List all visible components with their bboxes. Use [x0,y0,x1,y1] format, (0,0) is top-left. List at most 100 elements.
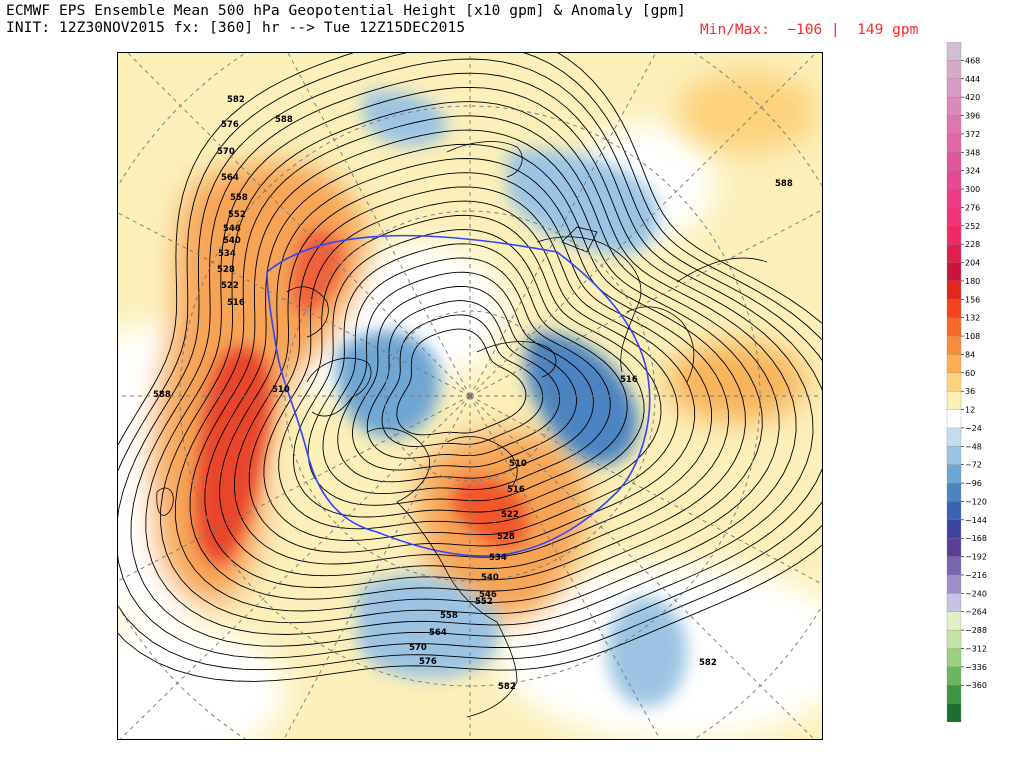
colorbar-swatch [946,391,962,411]
colorbar-label: −48 [965,442,982,451]
colorbar-swatch [946,317,962,337]
min-max-label: Min/Max: [700,22,770,38]
height-contour [174,115,780,612]
colorbar-label: 468 [965,56,980,65]
height-contour [352,285,577,471]
colorbar-swatch [946,538,962,558]
contour-label: 582 [699,658,717,668]
contour-label: 522 [221,281,239,291]
colorbar-swatch [946,482,962,502]
contour-label: 546 [479,590,497,600]
contour-label: 516 [620,375,638,385]
height-contour [189,129,763,600]
colorbar-label: −72 [965,461,982,470]
map-frame-border [117,52,823,740]
colorbar-swatch [946,372,962,392]
colorbar-swatch [946,519,962,539]
contour-label: 522 [501,510,519,520]
colorbar-label: 156 [965,295,980,304]
colorbar-swatch [946,133,962,153]
colorbar-label: 36 [965,387,975,396]
contour-label: 576 [221,120,239,130]
colorbar-swatch [946,170,962,190]
colorbar-label: 228 [965,240,980,249]
colorbar-swatch [946,611,962,631]
colorbar-label: 444 [965,75,980,84]
contour-label: 516 [507,485,525,495]
colorbar-swatch [946,464,962,484]
height-contour [117,52,823,671]
colorbar-swatch [946,666,962,686]
min-value: −106 [787,22,823,38]
colorbar-swatch [946,60,962,80]
colorbar-label: 276 [965,203,980,212]
contour-label: 564 [429,628,447,638]
height-contour [219,158,729,577]
colorbar-label: −336 [965,663,987,672]
colorbar-swatch [946,188,962,208]
colorbar-swatch [946,78,962,98]
colorbar-label: 420 [965,93,980,102]
polar-stereographic-map: 5825765705645585525465405345285225165105… [117,52,823,740]
colorbar-label: −192 [965,553,987,562]
contour-label: 588 [775,179,793,189]
contour-label: 558 [230,193,248,203]
colorbar-label: 324 [965,167,980,176]
height-contour [233,172,713,565]
colorbar-label: 372 [965,130,980,139]
height-contour [337,271,594,483]
contour-label: 564 [221,173,239,183]
colorbar-swatch [946,152,962,172]
contour-labels: 5825765705645585525465405345285225165105… [153,95,793,692]
colorbar-label: −288 [965,626,987,635]
colorbar-swatch [946,556,962,576]
colorbar-swatch [946,225,962,245]
title-line-1: ECMWF EPS Ensemble Mean 500 hPa Geopoten… [6,3,686,19]
max-value: 149 [857,22,884,38]
colorbar-label: −360 [965,681,987,690]
contour-label: 540 [481,573,499,583]
height-contour [307,243,628,506]
colorbar-label: 132 [965,314,980,323]
colorbar-swatch [946,244,962,263]
colorbar-swatch [946,446,962,466]
height-contour [130,72,823,647]
colorbar-swatch [946,280,962,300]
anomaly-shading [117,72,823,740]
height-contour [396,328,527,436]
contour-label: 510 [272,385,290,395]
colorbar-label: 204 [965,259,980,268]
contour-label: 528 [217,265,235,275]
contour-label: 516 [227,298,245,308]
colorbar-swatch [946,207,962,227]
anomaly-colorbar: 468 444 420 396 372 348 324 300 276 252 228 204 180 1… [946,42,987,722]
contour-label: 582 [227,95,245,105]
height-contour [263,200,679,541]
colorbar-swatch [946,409,962,429]
colorbar-labels: 468 444 420 396 372 348 324 300 276 252 228 204 180 1… [961,56,987,690]
colorbar-label: 12 [965,406,975,415]
height-contour [160,101,797,624]
contour-label: 546 [223,224,241,234]
contour-label: 534 [489,553,507,563]
colorbar-swatch [946,703,962,722]
contour-label: 588 [275,115,293,125]
colorbar-swatch [946,335,962,355]
colorbar-label: 108 [965,332,980,341]
colorbar-swatch [946,685,962,705]
contour-label: 528 [497,532,515,542]
colorbar-label: −168 [965,534,987,543]
contour-label: 582 [498,682,516,692]
colorbar-swatch [946,42,962,61]
height-contour [322,257,611,495]
colorbar-label: −216 [965,571,987,580]
colorbar-label: −96 [965,479,982,488]
contour-label: 570 [409,643,427,653]
colorbar-swatch [946,648,962,668]
colorbar-label: −312 [965,644,987,653]
colorbar-swatch [946,96,962,116]
contour-label: 510 [509,459,527,469]
height-contour [366,300,561,459]
colorbar-swatch [946,427,962,447]
colorbar-swatch [946,593,962,613]
